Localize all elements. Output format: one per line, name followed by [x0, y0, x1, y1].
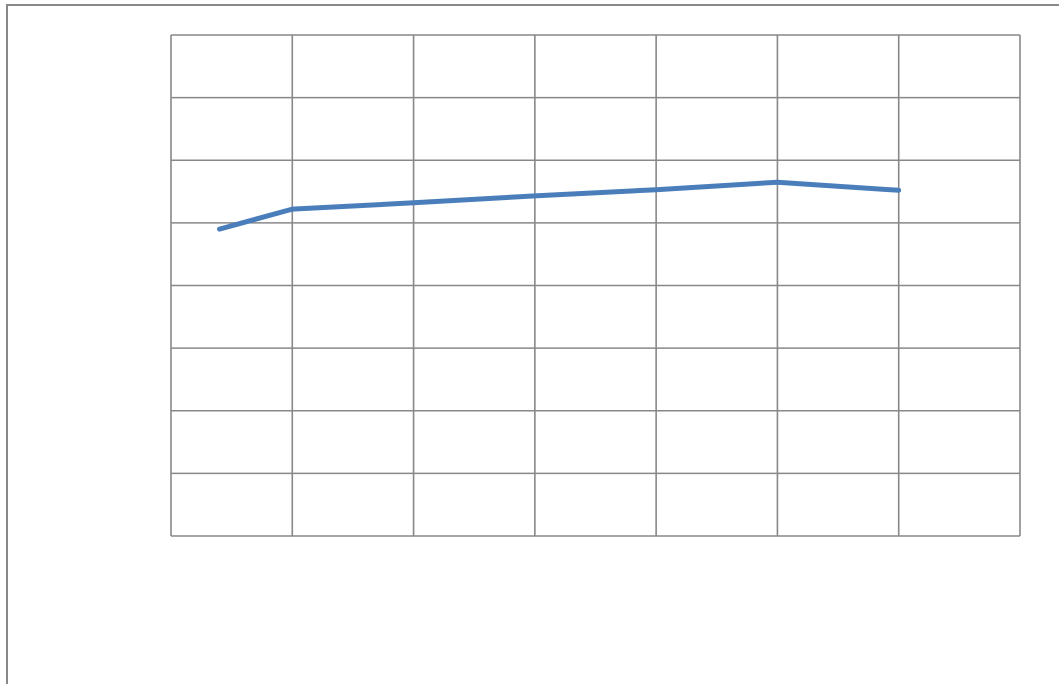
chart-outer-frame [6, 4, 1059, 684]
series-layer [217, 179, 902, 232]
series-line-1 [217, 179, 902, 232]
gridlines [170, 34, 1021, 537]
